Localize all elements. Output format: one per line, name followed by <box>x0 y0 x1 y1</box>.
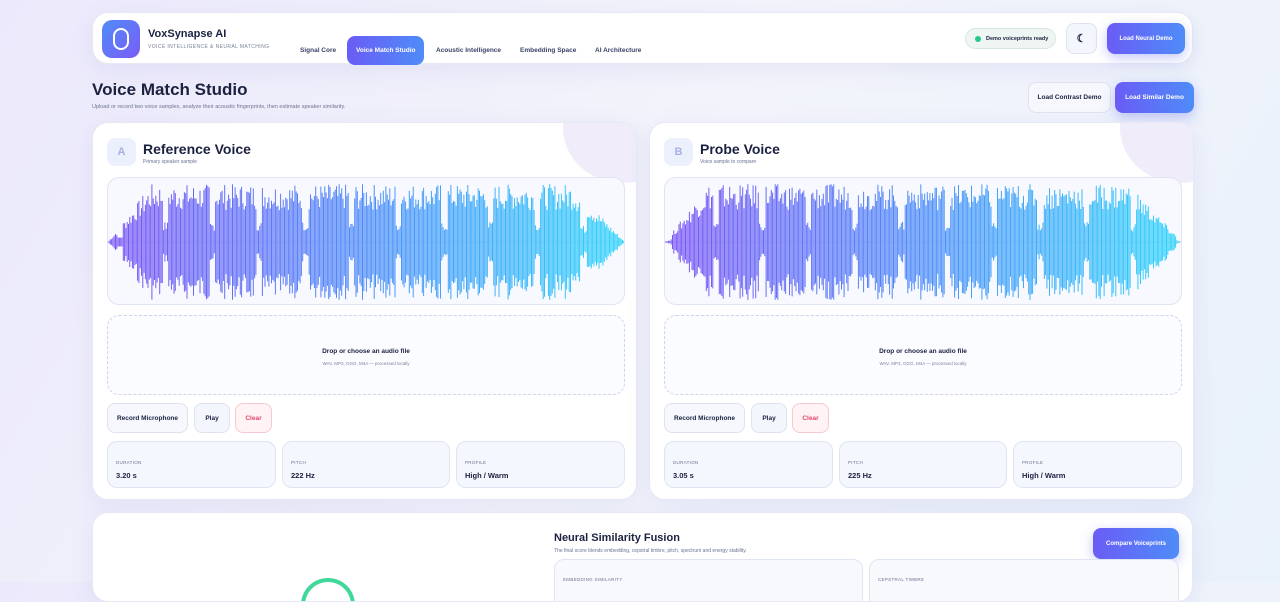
card-subtitle: Primary speaker sample <box>143 159 197 165</box>
drop-title: Drop or choose an audio file <box>322 348 410 355</box>
waveform-box <box>107 177 625 305</box>
status-text: Demo voiceprints ready <box>986 35 1049 42</box>
corner-glow <box>563 123 636 183</box>
stat-label: PROFILE <box>465 460 487 465</box>
stat-tile: PITCH 225 Hz <box>839 441 1007 488</box>
stat-value: 3.20 s <box>116 471 137 480</box>
theme-toggle[interactable]: ☾ <box>1066 23 1097 54</box>
stat-value: High / Warm <box>1022 471 1066 480</box>
drop-zone[interactable]: Drop or choose an audio file WAV, MP3, OG… <box>107 315 625 395</box>
fusion-subtitle: The final score blends embedding, cepstr… <box>554 548 747 554</box>
drop-zone[interactable]: Drop or choose an audio file WAV, MP3, OG… <box>664 315 1182 395</box>
action-button[interactable]: Play <box>751 403 787 433</box>
stat-value: 225 Hz <box>848 471 872 480</box>
card-subtitle: Voice sample to compare <box>700 159 757 165</box>
metric-label: CEPSTRAL TIMBRE <box>878 577 925 582</box>
action-button[interactable]: Record Microphone <box>107 403 188 433</box>
badge: B <box>664 138 693 166</box>
nav-item[interactable]: Voice Match Studio <box>347 36 425 65</box>
drop-title: Drop or choose an audio file <box>879 348 967 355</box>
stat-value: 3.05 s <box>673 471 694 480</box>
action-button[interactable]: Clear <box>792 403 829 433</box>
stat-label: DURATION <box>116 460 142 465</box>
page-subtitle: Upload or record two voice samples, anal… <box>92 104 346 110</box>
stat-tile: DURATION 3.20 s <box>107 441 276 488</box>
page-title: Voice Match Studio <box>92 80 248 99</box>
nav-item[interactable]: Acoustic Intelligence <box>436 47 502 54</box>
action-button[interactable]: Record Microphone <box>664 403 745 433</box>
stat-tile: PROFILE High / Warm <box>456 441 625 488</box>
tagline: VOICE INTELLIGENCE & NEURAL MATCHING <box>148 44 270 50</box>
nav-item[interactable]: Embedding Space <box>520 47 577 54</box>
stat-label: PITCH <box>848 460 863 465</box>
stat-value: High / Warm <box>465 471 509 480</box>
metric-tile: EMBEDDING SIMILARITY <box>554 559 863 601</box>
drop-hint: WAV, MP3, OGG, M4A — processed locally <box>322 361 410 366</box>
compare-voiceprints[interactable]: Compare Voiceprints <box>1093 528 1179 559</box>
waveform-box <box>664 177 1182 305</box>
brand: VoxSynapse AI <box>148 28 227 40</box>
stat-label: DURATION <box>673 460 699 465</box>
waveform <box>108 184 624 300</box>
load-similar-demo[interactable]: Load Similar Demo <box>1115 82 1194 113</box>
stat-value: 222 Hz <box>291 471 315 480</box>
stat-label: PROFILE <box>1022 460 1044 465</box>
fusion-title: Neural Similarity Fusion <box>554 532 680 544</box>
stat-label: PITCH <box>291 460 306 465</box>
badge: A <box>107 138 136 166</box>
corner-glow <box>1120 123 1193 183</box>
voice-card: A Reference Voice Primary speaker sample Dr… <box>92 122 637 500</box>
card-title: Reference Voice <box>143 141 251 157</box>
action-button[interactable]: Clear <box>235 403 272 433</box>
status: Demo voiceprints ready <box>965 28 1056 49</box>
metric-label: EMBEDDING SIMILARITY <box>563 577 623 582</box>
nav-item[interactable]: Signal Core <box>300 47 337 54</box>
metric-tile: CEPSTRAL TIMBRE <box>869 559 1179 601</box>
stat-tile: PROFILE High / Warm <box>1013 441 1182 488</box>
load-neural-demo[interactable]: Load Neural Demo <box>1107 23 1185 54</box>
waveform <box>665 184 1181 300</box>
stat-tile: PITCH 222 Hz <box>282 441 450 488</box>
action-button[interactable]: Play <box>194 403 230 433</box>
voice-card: B Probe Voice Voice sample to compare Drop … <box>649 122 1194 500</box>
fusion-card: Neural Similarity Fusion The final score… <box>92 512 1193 602</box>
card-title: Probe Voice <box>700 141 780 157</box>
drop-hint: WAV, MP3, OGG, M4A — processed locally <box>879 361 967 366</box>
stat-tile: DURATION 3.05 s <box>664 441 833 488</box>
nav-item[interactable]: AI Architecture <box>595 47 642 54</box>
header: VoxSynapse AI VOICE INTELLIGENCE & NEURA… <box>92 12 1193 65</box>
load-contrast-demo[interactable]: Load Contrast Demo <box>1028 82 1111 113</box>
logo <box>102 20 140 58</box>
